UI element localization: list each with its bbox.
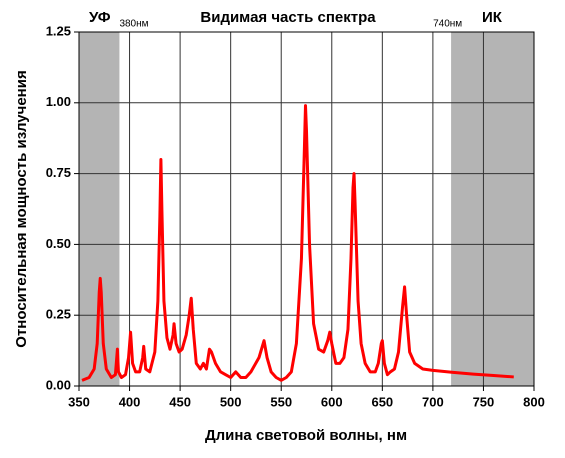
- x-tick-label: 800: [523, 394, 545, 409]
- band: [451, 32, 534, 386]
- band-sublabel: 740нм: [433, 19, 462, 30]
- y-tick-label: 0.50: [46, 236, 71, 251]
- x-tick-label: 500: [220, 394, 242, 409]
- x-tick-label: 750: [473, 394, 495, 409]
- x-axis-label: Длина световой волны, нм: [205, 427, 407, 444]
- band: [79, 32, 120, 386]
- band-label: УФ: [89, 9, 111, 26]
- y-tick-label: 0.75: [46, 165, 71, 180]
- y-tick-label: 1.00: [46, 94, 71, 109]
- x-tick-label: 400: [119, 394, 141, 409]
- x-tick-label: 650: [371, 394, 393, 409]
- x-tick-label: 350: [68, 394, 90, 409]
- plot-frame: [78, 31, 535, 387]
- y-tick-label: 0.25: [46, 307, 71, 322]
- x-tick-label: 700: [422, 394, 444, 409]
- band-label: ИК: [482, 9, 503, 26]
- band-sublabel: 380нм: [119, 19, 148, 30]
- chart-title: Видимая часть спектра: [200, 9, 376, 26]
- x-tick-label: 600: [321, 394, 343, 409]
- x-tick-label: 450: [169, 394, 191, 409]
- y-tick-label: 0.00: [46, 377, 71, 392]
- spectrum-line: [81, 104, 514, 382]
- x-tick-label: 550: [270, 394, 292, 409]
- y-axis-label: Относительная мощность излучения: [13, 70, 30, 347]
- y-tick-label: 1.25: [46, 23, 71, 38]
